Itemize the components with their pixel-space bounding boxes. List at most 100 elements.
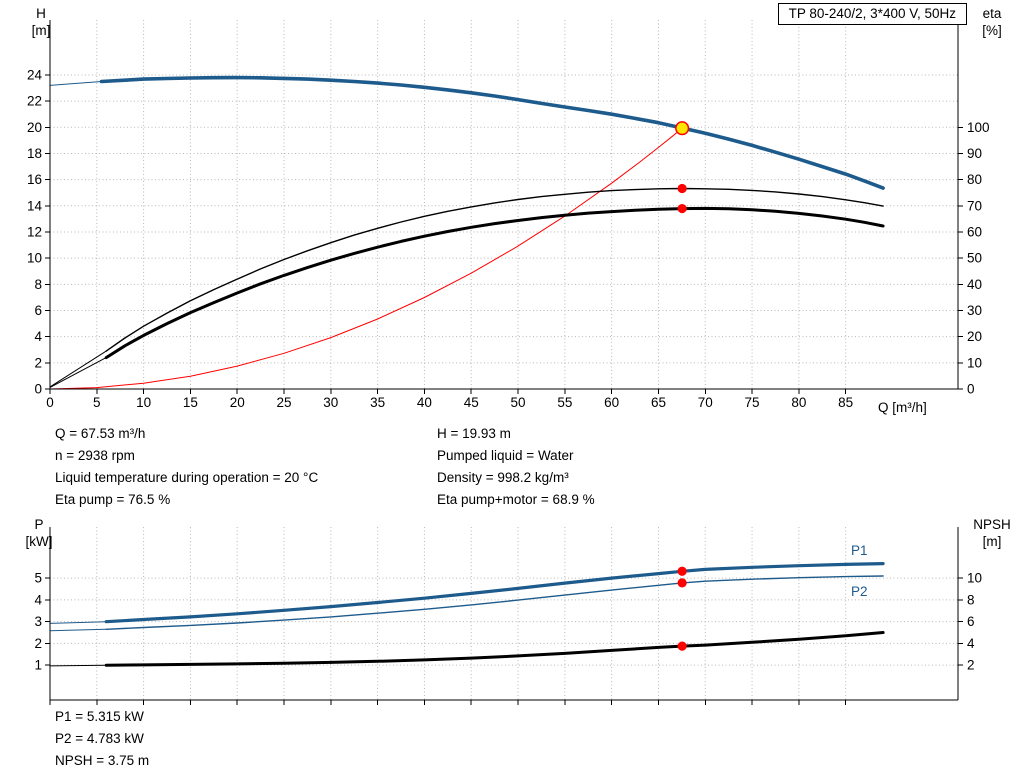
p2-curve-label: P2 (851, 584, 868, 599)
eta-pump-curve-lead (49, 350, 107, 388)
x-tick-label: 70 (698, 395, 713, 410)
y-right-tick-label: 50 (967, 251, 982, 266)
x-tick-label: 55 (557, 395, 572, 410)
power-npsh-chart[interactable]: 1 2 3 4 5 2 4 6 8 10 (34, 527, 982, 705)
operating-data-line: Eta pump = 76.5 % (55, 492, 171, 507)
npsh-point (677, 641, 687, 651)
eta-axis-unit-label: eta [%] (968, 5, 1016, 39)
x-tick-label: 65 (651, 395, 666, 410)
y-left-tick-label: 5 (34, 571, 42, 586)
p2-curve[interactable] (105, 575, 884, 630)
y-right-tick-label: 0 (967, 382, 975, 397)
operating-data-line: Liquid temperature during operation = 20… (55, 470, 319, 485)
y-left-tick-label: 1 (34, 658, 42, 673)
y-right-tick-label: 80 (967, 172, 982, 187)
operating-data-right: H = 19.93 m Pumped liquid = Water Densit… (437, 423, 595, 511)
x-tick-label: 0 (46, 395, 54, 410)
eta-pump-motor-curve[interactable] (104, 206, 885, 360)
eta-pump-motor-point (677, 203, 687, 214)
h-axis-symbol: H (36, 6, 46, 21)
operating-data-line: Pumped liquid = Water (437, 448, 574, 463)
y-left-tick-label: 12 (27, 224, 42, 239)
p2-point (677, 578, 687, 588)
y-right-tick-label: 70 (967, 198, 982, 213)
eta-axis-unit: [%] (982, 23, 1002, 38)
y-right-tick-label: 20 (967, 329, 982, 344)
y-left-tick-label: 10 (27, 251, 42, 266)
x-tick-label: 30 (323, 395, 338, 410)
q-axis-label: Q [m³/h] (878, 400, 927, 415)
pump-title-box: TP 80-240/2, 3*400 V, 50Hz (777, 3, 967, 25)
y-left-tick-label: 16 (27, 172, 42, 187)
operating-data-left: Q = 67.53 m³/h n = 2938 rpm Liquid tempe… (55, 423, 318, 511)
y-right-tick-label: 40 (967, 277, 982, 292)
x-tick-label: 25 (277, 395, 292, 410)
y-left-tick-label: 22 (27, 94, 42, 109)
eta-pump-motor-curve-lead (49, 357, 107, 388)
y-right-tick-label: 2 (967, 658, 975, 673)
x-tick-label: 10 (136, 395, 151, 410)
npsh-curve[interactable] (104, 631, 885, 667)
p1-curve[interactable] (104, 562, 885, 624)
system-curve[interactable] (49, 127, 683, 390)
eta-pump-curve[interactable] (105, 187, 884, 352)
y-right-tick-label: 100 (967, 120, 990, 135)
operating-data-line: Eta pump+motor = 68.9 % (437, 492, 595, 507)
y-left-tick-label: 4 (34, 329, 42, 344)
y-left-tick-label: 0 (34, 382, 42, 397)
p1-point (677, 566, 687, 576)
y-right-tick-label: 60 (967, 224, 982, 239)
x-tick-label: 5 (93, 395, 101, 410)
duty-point[interactable] (675, 121, 690, 136)
y-left-tick-label: 3 (34, 614, 42, 629)
y-left-tick-label: 8 (34, 277, 42, 292)
power-data-line: P2 = 4.783 kW (55, 731, 144, 746)
y-left-tick-label: 24 (27, 67, 43, 82)
p2-curve-lead (49, 628, 107, 632)
y-left-tick-label: 2 (34, 355, 42, 370)
y-left-tick-label: 14 (27, 198, 43, 213)
h-axis-unit: [m] (31, 23, 51, 38)
y-right-tick-label: 6 (967, 614, 975, 629)
x-tick-label: 45 (464, 395, 479, 410)
power-data-line: NPSH = 3.75 m (55, 753, 150, 768)
y-right-tick-label: 30 (967, 303, 982, 318)
x-tick-label: 15 (183, 395, 198, 410)
x-tick-label: 35 (370, 395, 385, 410)
qh-curve-lead (49, 81, 102, 86)
x-tick-label: 75 (745, 395, 760, 410)
npsh-axis-unit: [m] (982, 534, 1002, 549)
y-right-tick-label: 8 (967, 592, 975, 607)
p1-curve-label: P1 (851, 543, 868, 558)
y-left-tick-label: 20 (27, 120, 42, 135)
x-tick-label: 50 (511, 395, 526, 410)
operating-data-line: Q = 67.53 m³/h (55, 426, 146, 441)
p-axis-unit-label: P [kW] (16, 516, 62, 550)
npsh-axis-unit-label: NPSH [m] (962, 516, 1022, 550)
npsh-curve-lead (49, 664, 107, 667)
y-right-tick-label: 90 (967, 146, 982, 161)
npsh-axis-symbol: NPSH (973, 517, 1011, 532)
eta-axis-symbol: eta (982, 6, 1002, 21)
y-right-tick-label: 4 (967, 636, 975, 651)
y-left-tick-label: 2 (34, 636, 42, 651)
y-left-tick-label: 6 (34, 303, 42, 318)
qh-curve[interactable] (99, 75, 885, 190)
y-right-tick-label: 10 (967, 355, 982, 370)
y-right-tick-label: 10 (967, 571, 982, 586)
y-left-tick-label: 4 (34, 592, 42, 607)
x-tick-label: 85 (838, 395, 853, 410)
head-efficiency-chart[interactable]: 0 5 10 15 20 25 30 35 40 45 50 55 60 65 70 75 80 85024681… (27, 20, 990, 410)
x-tick-label: 60 (604, 395, 619, 410)
eta-pump-point (677, 183, 687, 194)
y-left-tick-label: 18 (27, 146, 42, 161)
x-tick-label: 80 (791, 395, 806, 410)
power-data-block: P1 = 5.315 kW P2 = 4.783 kW NPSH = 3.75 … (55, 706, 149, 772)
x-tick-label: 20 (230, 395, 245, 410)
operating-data-line: Density = 998.2 kg/m³ (437, 470, 569, 485)
power-data-line: P1 = 5.315 kW (55, 709, 144, 724)
h-axis-unit-label: H [m] (20, 5, 62, 39)
p-axis-unit: [kW] (25, 534, 53, 549)
